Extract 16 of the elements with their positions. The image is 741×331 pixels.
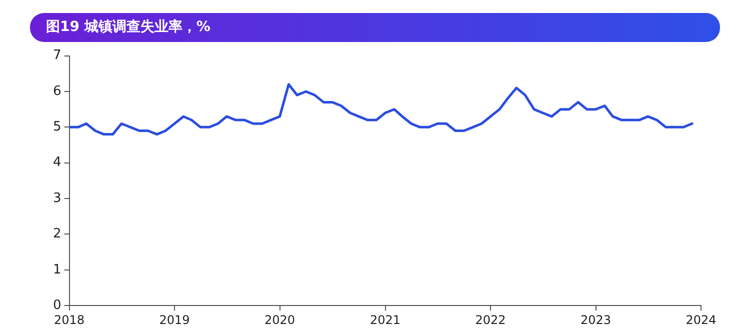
y-tick-label: 5 xyxy=(52,120,62,135)
y-tick-label: 3 xyxy=(52,190,62,206)
x-tick-label: 2021 xyxy=(370,312,401,327)
x-tick-label: 2023 xyxy=(580,312,612,327)
y-tick-label: 2 xyxy=(52,226,62,242)
chart-title: 图19 城镇调查失业率，% xyxy=(30,13,720,42)
y-tick-label: 4 xyxy=(52,155,62,170)
x-tick-label: 2024 xyxy=(686,312,716,327)
x-tick-label: 2019 xyxy=(159,312,190,327)
x-tick-label: 2020 xyxy=(264,312,296,327)
x-tick-label: 2018 xyxy=(54,312,85,327)
y-tick-label: 7 xyxy=(52,48,62,64)
y-tick-label: 6 xyxy=(52,84,62,99)
y-tick-label: 1 xyxy=(52,262,62,278)
y-tick-label: 0 xyxy=(52,298,62,313)
x-tick-label: 2022 xyxy=(475,312,506,327)
